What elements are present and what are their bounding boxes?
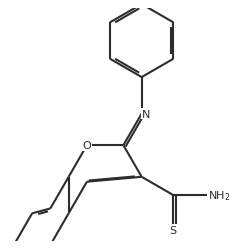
Text: O: O	[83, 141, 91, 150]
Text: N: N	[142, 109, 150, 119]
Text: NH$_2$: NH$_2$	[208, 188, 230, 202]
Text: S: S	[170, 225, 177, 235]
